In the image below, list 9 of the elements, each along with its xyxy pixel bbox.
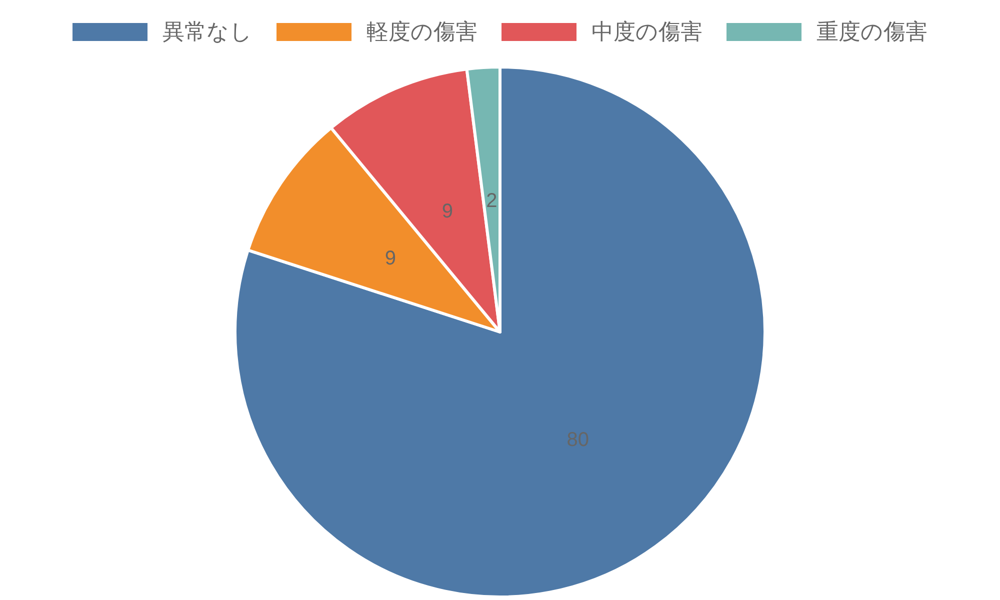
data-label: 80	[566, 429, 590, 452]
data-label: 9	[384, 248, 396, 270]
legend-label: 軽度の傷害	[366, 19, 478, 44]
legend-label: 異常なし	[162, 19, 252, 44]
data-label: 9	[442, 200, 453, 222]
legend-label: 中度の傷害	[592, 19, 702, 44]
legend-label: 重度の傷害	[816, 19, 928, 44]
pie-slice	[234, 66, 766, 598]
data-label: 2	[486, 190, 498, 212]
